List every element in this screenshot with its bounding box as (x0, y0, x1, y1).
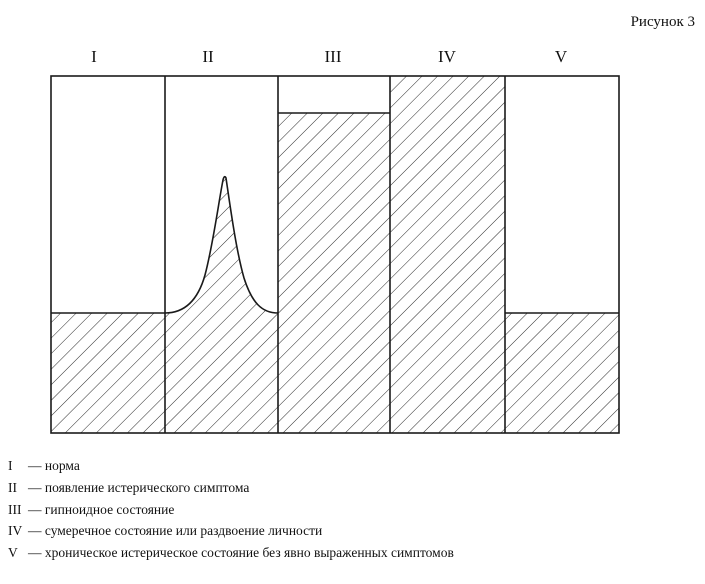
legend-dash: — (28, 545, 42, 561)
legend-text: норма (44, 458, 80, 473)
column-label-1: I (91, 47, 97, 66)
legend-code: V (8, 545, 18, 561)
column-label-3: III (325, 47, 342, 66)
hatched-region-4 (390, 76, 505, 433)
legend-dash: — (28, 523, 42, 539)
legend-item: IV — сумеречное состояние или раздвоение… (8, 520, 454, 542)
diagram: I II III IV V (50, 47, 620, 434)
legend-code: IV (8, 523, 23, 539)
legend-dash: — (28, 458, 42, 473)
legend-dash: — (28, 479, 42, 495)
symptom-curve (164, 175, 279, 314)
hatched-region-1 (51, 313, 165, 433)
hatched-region-5 (505, 313, 619, 433)
column-label-5: V (555, 47, 568, 66)
legend-text: хроническое истерическое состояние без я… (44, 545, 454, 561)
legend-item: III — гипноидное состояние (8, 499, 454, 521)
legend-code: II (8, 479, 17, 495)
legend-item: I — норма (8, 455, 454, 477)
hatched-region-2 (165, 176, 278, 434)
legend-code: III (8, 501, 22, 517)
column-label-2: II (202, 47, 214, 66)
legend-text: гипноидное состояние (44, 501, 175, 517)
legend-dash: — (28, 501, 42, 517)
legend-item: V — хроническое истерическое состояние б… (8, 542, 454, 564)
legend-text: сумеречное состояние или раздвоение личн… (44, 523, 323, 539)
figure-label: Рисунок 3 (630, 14, 695, 30)
diagram-frame (50, 75, 620, 434)
column-label-4: IV (438, 47, 457, 66)
legend-code: I (8, 458, 13, 473)
legend: I — норма II — появление истерического с… (8, 455, 454, 564)
legend-item: II — появление истерического симптома (8, 477, 454, 499)
hatched-region-3 (278, 113, 390, 433)
legend-text: появление истерического симптома (44, 479, 250, 495)
